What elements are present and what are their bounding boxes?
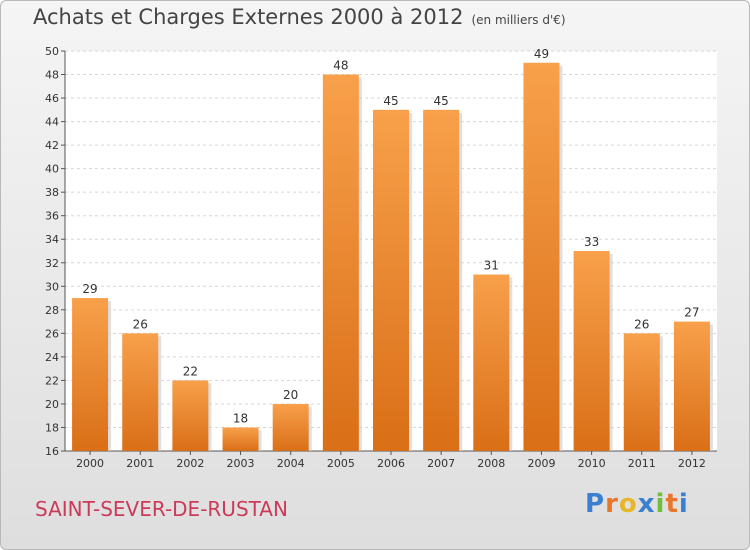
data-label: 45 [434,94,449,108]
x-tick-label: 2000 [76,457,104,470]
brand-letter: P [585,489,606,519]
title-text: Achats et Charges Externes 2000 à 2012 [33,5,464,29]
x-tick-label: 2011 [628,457,656,470]
data-label: 27 [684,306,699,320]
data-label: 48 [333,59,348,73]
x-tick-label: 2005 [327,457,355,470]
bar [373,109,409,451]
data-label: 26 [634,317,649,331]
x-tick-label: 2008 [477,457,505,470]
y-tick-label: 40 [45,163,59,176]
y-tick-label: 30 [45,280,59,293]
y-tick-label: 50 [45,45,59,58]
brand-letter: r [605,489,619,519]
data-label: 45 [383,94,398,108]
x-tick-label: 2009 [527,457,555,470]
data-label: 33 [584,235,599,249]
data-label: 29 [82,282,97,296]
bar [272,403,309,451]
x-tick-label: 2002 [176,457,204,470]
x-tick-label: 2001 [126,457,154,470]
y-tick-label: 18 [45,421,59,434]
data-label: 20 [283,388,298,402]
y-tick-label: 44 [45,116,59,129]
y-tick-label: 34 [45,233,59,246]
y-tick-label: 24 [45,351,59,364]
y-tick-label: 32 [45,257,59,270]
bar [623,333,660,451]
x-tick-label: 2006 [377,457,405,470]
brand-letter: i [678,489,689,519]
y-tick-label: 22 [45,374,59,387]
brand-letter: o [618,489,638,519]
chart-title: Achats et Charges Externes 2000 à 2012 (e… [33,5,566,29]
brand-letter: t [665,489,679,519]
y-tick-label: 16 [45,445,59,458]
title-unit: (en milliers d'€) [471,13,566,27]
x-tick-label: 2004 [277,457,305,470]
bar [423,109,460,451]
bar [322,74,359,451]
data-label: 18 [233,411,248,425]
brand-letter: x [637,489,656,519]
y-tick-label: 36 [45,210,59,223]
bar [473,274,510,451]
y-tick-label: 46 [45,92,59,105]
data-label: 22 [183,364,198,378]
data-label: 31 [484,259,499,273]
brand-logo: Proxiti [585,489,689,519]
data-label: 49 [534,47,549,61]
bar [523,62,560,451]
data-label: 26 [133,317,148,331]
x-tick-label: 2010 [578,457,606,470]
x-tick-label: 2012 [678,457,706,470]
x-tick-label: 2007 [427,457,455,470]
bar [122,333,159,451]
y-tick-label: 48 [45,69,59,82]
commune-name: SAINT-SEVER-DE-RUSTAN [35,497,288,521]
y-tick-label: 28 [45,304,59,317]
bar [222,427,259,451]
y-tick-label: 20 [45,398,59,411]
y-tick-label: 38 [45,186,59,199]
brand-letter: i [655,489,666,519]
bar [673,321,710,451]
y-tick-label: 42 [45,139,59,152]
bar [172,380,209,451]
x-tick-label: 2003 [227,457,255,470]
bar [573,251,610,451]
bar [72,298,109,451]
y-tick-label: 26 [45,327,59,340]
